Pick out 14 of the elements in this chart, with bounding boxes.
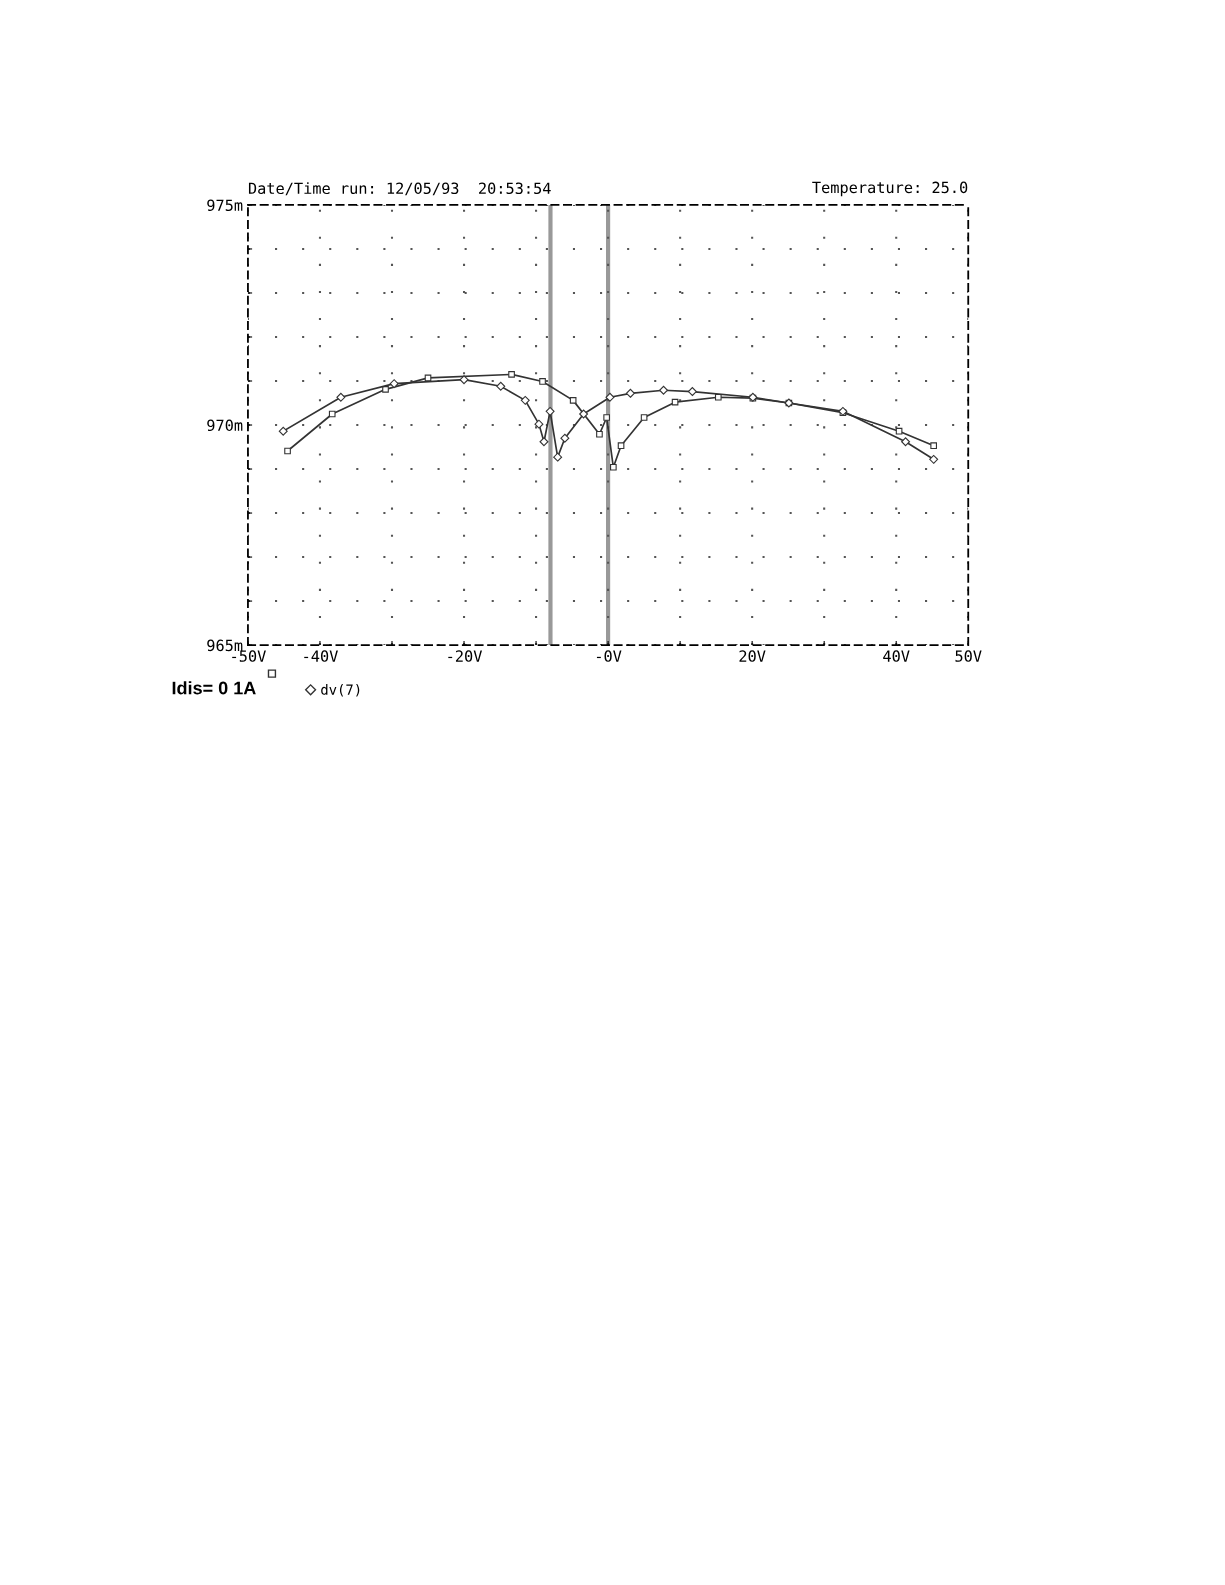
x-tick-label: -20V: [448, 650, 482, 662]
x-tick-label: -40V: [304, 650, 338, 662]
y-tick-label: 975m: [207, 199, 243, 211]
y-tick-label: 965m: [207, 639, 243, 652]
y-tick-label: 970m: [207, 419, 243, 432]
text: Temperature: 25.0: [812, 181, 968, 197]
x-tick-label: 20V: [739, 650, 766, 662]
x-tick-label: 40V: [883, 650, 910, 662]
text: Idis= 0 1A: [172, 681, 256, 695]
x-tick-label: 50V: [955, 650, 982, 662]
legend-label: dv(7): [321, 684, 360, 697]
chart-title: Date/Time run: 12/05/93 20:53:54: [248, 182, 551, 196]
x-tick-label: -50V: [232, 650, 266, 662]
x-tick-label: -0V: [596, 650, 622, 662]
